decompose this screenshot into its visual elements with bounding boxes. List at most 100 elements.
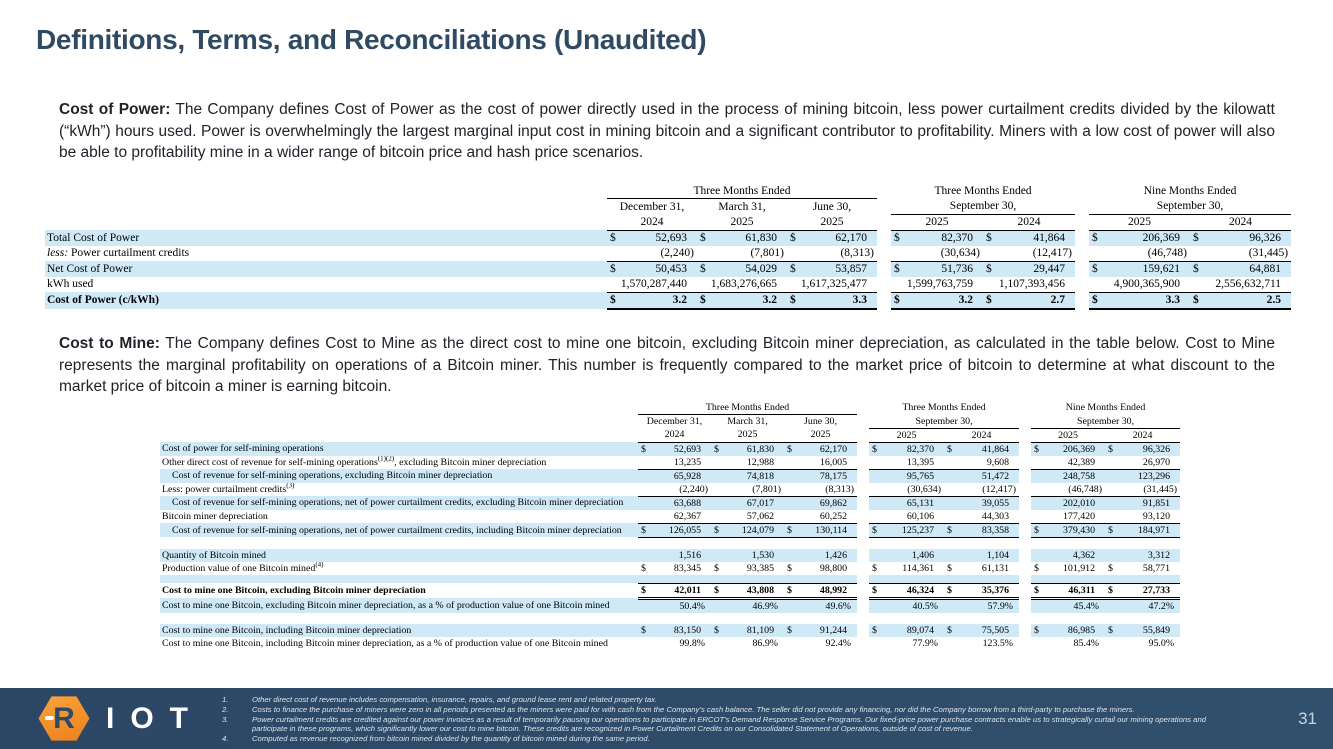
value-cell: 1,570,287,440 <box>607 276 697 293</box>
footnote-item: 2. Costs to finance the purchase of miner… <box>222 705 1222 715</box>
cost-to-mine-table: Three Months Ended Three Months Ended Nine… <box>160 401 1181 650</box>
value-cell: $75,505 <box>944 623 1020 637</box>
value-cell <box>711 613 784 624</box>
value-cell: (30,634) <box>869 482 945 497</box>
value-cell: $98,800 <box>787 562 848 574</box>
value-cell: $42,011 <box>638 582 711 600</box>
value-cell: 78,175 <box>784 469 858 483</box>
period-title: Three Months Ended <box>607 183 878 199</box>
period-year: 2025 <box>697 214 787 231</box>
period-title: Three Months Ended <box>934 184 1032 197</box>
period-year: 2024 <box>607 214 697 231</box>
value-cell: 39,055 <box>944 496 1020 510</box>
table-row: Cost to mine one Bitcoin, excluding Bitc… <box>160 598 1181 613</box>
value-cell: $41,864 <box>944 442 1020 456</box>
period-date: June 30, <box>812 200 852 213</box>
value-cell: 1,617,325,477 <box>787 276 878 293</box>
value-cell: $82,370 <box>891 230 984 246</box>
value-cell: 86.9% <box>752 637 778 649</box>
value-cell: 3,312 <box>1105 548 1181 562</box>
value-cell <box>944 574 1020 583</box>
value-cell: $43,808 <box>711 582 784 600</box>
period-year: 2025 <box>787 214 878 231</box>
value-cell: 69,862 <box>784 496 858 510</box>
value-cell: 46.9% <box>711 598 784 613</box>
value-cell <box>1031 613 1105 624</box>
period-date: June 30, <box>804 416 837 427</box>
footer-bar: R IOT 1. Other direct cost of revenue inc… <box>0 688 1333 749</box>
value-cell: $62,170 <box>784 442 858 456</box>
value-cell: $3.2 <box>607 292 697 310</box>
row-label: kWh used <box>47 278 94 291</box>
value-cell: 1,426 <box>784 548 858 562</box>
value-cell: $58,771 <box>1108 562 1171 574</box>
value-cell: $2.7 <box>983 292 1076 310</box>
logo-letters-iot: IOT <box>106 701 204 735</box>
period-year: 2025 <box>891 214 984 231</box>
value-cell: (31,445) <box>1105 482 1181 497</box>
table-row: Cost to mine one Bitcoin, excluding Bitc… <box>160 582 1181 600</box>
period-title: Nine Months Ended <box>1143 184 1237 197</box>
row-label: Total Cost of Power <box>45 230 607 246</box>
period-date: March 31, <box>727 416 768 427</box>
value-cell: $114,361 <box>872 562 935 574</box>
table-header-row: 2024 2025 2025 2025 2024 2025 2024 <box>160 428 1181 443</box>
value-cell: 4,362 <box>1031 548 1106 562</box>
value-cell: 60,252 <box>784 509 858 524</box>
value-cell: $35,376 <box>944 582 1020 600</box>
table-row: Net Cost of Power $50,453 $54,029 $53,857 $5… <box>45 261 1292 277</box>
value-cell: 2,556,632,711 <box>1190 276 1292 293</box>
value-cell: $125,237 <box>869 523 945 538</box>
row-label: less: Power curtailment credits <box>47 247 190 260</box>
value-cell: $379,430 <box>1031 523 1106 538</box>
value-cell: $55,849 <box>1105 623 1181 637</box>
table-header-row: December 31, March 31, June 30, September 3… <box>160 414 1181 429</box>
value-cell: (8,313) <box>787 245 878 262</box>
value-cell: 74,818 <box>711 469 784 483</box>
value-cell: 4,900,365,900 <box>1089 276 1191 293</box>
value-cell: $130,114 <box>784 523 858 538</box>
cost-to-mine-definition: Cost to Mine: The Company defines Cost t… <box>59 333 1275 398</box>
table-row: Quantity of Bitcoin mined 1,516 1,530 1,426… <box>160 548 1181 562</box>
row-label <box>160 613 638 624</box>
cost-of-power-reconciliation: Three Months Ended Three Months Ended Nine… <box>45 183 1292 310</box>
value-cell: $3.3 <box>787 292 878 310</box>
period-subtitle: September 30, <box>891 198 1076 215</box>
value-cell: 50.4% <box>638 598 711 613</box>
table-row <box>160 613 1180 624</box>
table-row: Bitcoin miner depreciation 62,367 57,062 60… <box>160 509 1181 524</box>
period-year: 2025 <box>784 428 858 443</box>
row-label: Less: power curtailment credits(3) <box>162 482 295 495</box>
row-label: Cost of revenue for self-mining operatio… <box>160 496 638 510</box>
value-cell: $101,912 <box>1034 562 1096 574</box>
value-cell: 44,303 <box>944 509 1020 524</box>
value-cell: 248,758 <box>1031 469 1106 483</box>
value-cell: $83,358 <box>944 523 1020 538</box>
footnote-number: 1. <box>222 695 229 704</box>
row-label: Other direct cost of revenue for self-mi… <box>162 455 547 468</box>
cost-of-power-lead: Cost of Power: <box>59 101 171 118</box>
value-cell <box>944 613 1019 624</box>
row-label <box>160 574 638 583</box>
value-cell: $61,131 <box>947 562 1010 574</box>
footnote-number: 4. <box>222 734 229 744</box>
value-cell: $184,971 <box>1105 523 1181 538</box>
table-header-row: December 31, March 31, June 30, September 3… <box>45 198 1292 215</box>
value-cell: 67,017 <box>711 496 784 510</box>
value-cell: 1,683,276,665 <box>697 276 787 293</box>
value-cell: $81,109 <box>711 623 784 637</box>
period-year: 2025 <box>1031 428 1106 443</box>
value-cell <box>869 537 944 549</box>
value-cell: 1,104 <box>944 548 1020 562</box>
table-row <box>160 574 1181 583</box>
value-cell: 51,472 <box>944 469 1020 483</box>
period-year: 2024 <box>983 214 1076 231</box>
row-label: Production value of one Bitcoin mined(4) <box>162 561 324 574</box>
value-cell: 123.5% <box>982 637 1014 649</box>
value-cell: (46,748) <box>1031 482 1106 497</box>
cost-to-mine-reconciliation: Three Months Ended Three Months Ended Nine… <box>160 401 1181 650</box>
value-cell: 47.2% <box>1105 598 1181 613</box>
row-label: Cost of power for self-mining operations <box>160 442 638 456</box>
period-year: 2025 <box>711 428 784 443</box>
value-cell: $206,369 <box>1031 442 1106 456</box>
